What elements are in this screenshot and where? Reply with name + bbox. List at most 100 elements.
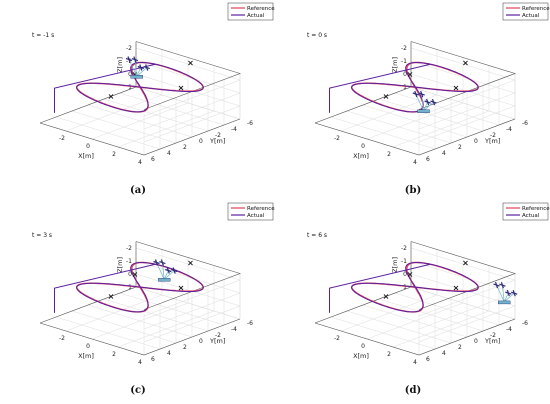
legend-actual-label: Actual [247,13,265,19]
obstacle-marker: × [132,70,139,79]
grid-line [330,116,436,150]
approach-path-line [329,263,431,313]
z-tick-label: 0 [128,271,132,278]
y-tick-label: 2 [183,144,187,151]
approach-path-line [329,63,431,113]
z-tick-label: -2 [126,245,132,252]
grid-line [378,298,484,332]
axis-frame [39,118,241,156]
grid-line [378,98,484,132]
y-tick-label: 6 [151,356,155,363]
panel-caption: (d) [405,385,421,396]
uav-icon [431,98,436,106]
uav-icon [160,259,164,266]
legend-reference-label: Reference [247,206,275,212]
legend-reference-label: Reference [247,6,275,12]
z-tick-label: -1 [401,58,407,65]
grid-line [87,104,193,138]
x-tick-label: 2 [112,351,116,358]
y-tick-label: 2 [458,344,462,351]
uav-icon [494,281,499,289]
grid-line [394,292,500,326]
obstacle-marker: × [187,59,194,68]
obstacle-marker: × [407,270,414,279]
y-tick-label: 0 [199,338,203,345]
axis-frame [314,118,516,156]
uav-icon [145,64,149,71]
panel-1: -2 0 2 4 6 4 2 0 -2 -4 -6 -2 -1 0 1 X[m] Y[m] Z[m] × × × × t =… [307,2,550,196]
y-tick-label: -2 [215,132,221,139]
z-axis-label: Z[m] [116,257,124,273]
y-tick-label: 0 [474,338,478,345]
grid-line [362,104,468,138]
approach-path-line [54,63,156,113]
obstacle-marker: × [453,284,460,293]
tether-line [503,292,515,303]
grid-line [71,110,177,144]
x-tick-label: 0 [86,143,90,150]
obstacle-marker: × [383,292,390,301]
x-tick-label: 4 [138,359,142,366]
obstacle-marker: × [178,284,185,293]
grid-line [330,316,436,350]
z-tick-label: 1 [403,284,407,291]
uav-icon [420,90,424,98]
legend-box [502,202,549,221]
obstacle-marker: × [407,70,414,79]
y-tick-label: 2 [458,144,462,151]
axis-frame [135,241,241,310]
y-tick-label: 4 [442,150,446,157]
y-tick-label: 4 [442,350,446,357]
y-axis-label: Y[m] [484,337,500,345]
grid-line [119,92,225,126]
uav-icon [414,90,418,98]
uav-icon [154,259,159,266]
panel-caption: (b) [405,185,421,196]
y-tick-label: -4 [506,126,512,133]
uav-icon [133,56,137,63]
z-tick-label: -1 [401,258,407,265]
x-tick-label: -2 [59,335,65,342]
y-tick-label: 6 [151,156,155,163]
tether-line [423,101,428,111]
x-tick-label: 4 [413,359,417,366]
legend-box [227,2,274,21]
axis-frame [410,41,516,110]
grid-line [103,298,209,332]
legend-actual-label: Actual [522,13,540,19]
z-tick-label: -2 [126,45,132,52]
uav-icon [166,267,170,274]
legend-actual-label: Actual [247,213,265,219]
uav-icon [512,290,516,297]
obstacle-marker: × [178,84,185,93]
axis-frame [135,41,241,110]
x-tick-label: 4 [413,159,417,166]
axis-frame [410,241,516,310]
grid-line [71,310,177,344]
x-axis-label: X[m] [353,152,369,160]
z-axis-label: Z[m] [391,257,399,273]
grid-line [55,316,161,350]
panel-caption: (a) [130,185,146,196]
grid-line [346,110,452,144]
x-tick-label: 2 [387,151,391,158]
x-tick-label: 2 [387,351,391,358]
uav-icon [139,64,143,71]
panel-3: -2 0 2 4 6 4 2 0 -2 -4 -6 -2 -1 0 1 X[m] Y[m] Z[m] × × × × t =… [307,202,550,396]
z-tick-label: -1 [126,258,132,265]
x-axis-label: X[m] [78,152,94,160]
obstacle-marker: × [108,92,115,101]
x-tick-label: 4 [138,159,142,166]
z-axis-label: Z[m] [116,57,124,73]
y-tick-label: -6 [247,120,253,127]
z-tick-label: -2 [401,245,407,252]
z-tick-label: 1 [403,84,407,91]
actual-trajectory-line [351,262,479,313]
obstacle-marker: × [383,92,390,101]
grid-line [394,92,500,126]
grid-line [346,310,452,344]
